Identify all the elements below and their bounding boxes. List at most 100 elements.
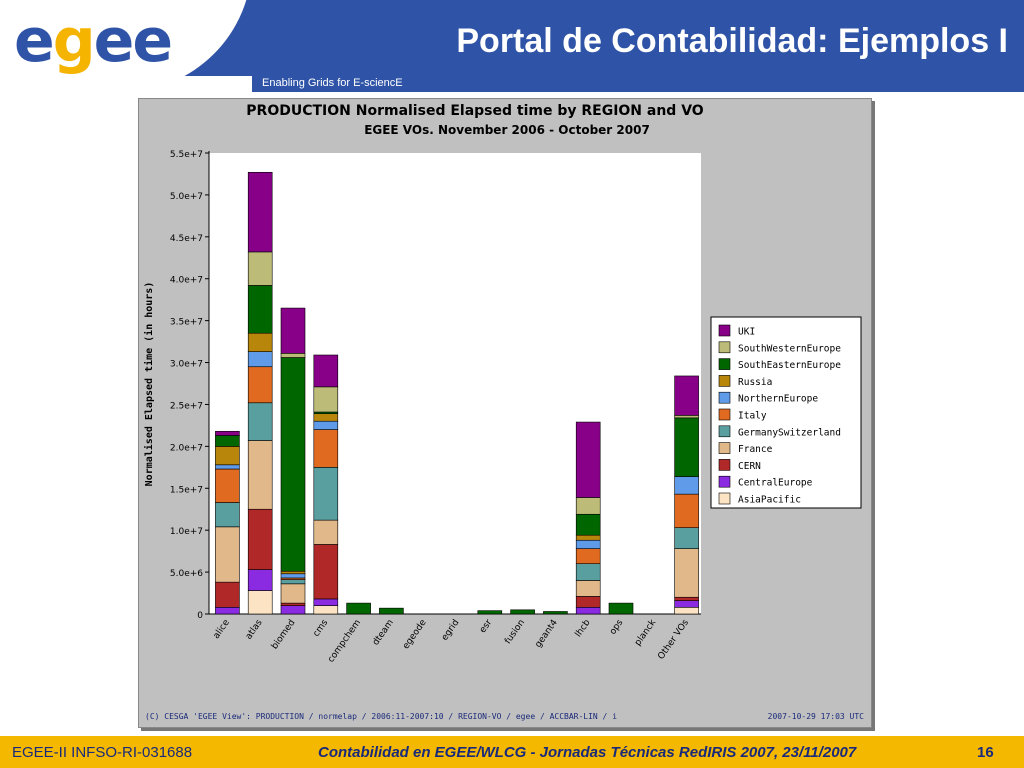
bar-segment xyxy=(674,476,699,495)
bar-segment xyxy=(674,596,699,601)
bar-segment xyxy=(215,581,240,608)
bar-segment xyxy=(674,417,699,477)
bar-segment xyxy=(215,430,240,436)
legend-label: GermanySwitzerland xyxy=(738,427,841,438)
bar-segment xyxy=(674,600,699,608)
bar-segment xyxy=(247,285,273,334)
logo-letter-g: g xyxy=(52,6,96,76)
bar-segment xyxy=(247,508,273,570)
chart-frame: PRODUCTION Normalised Elapsed time by RE… xyxy=(138,98,872,728)
bar-segment xyxy=(247,171,273,253)
subtitle-band xyxy=(252,76,1024,92)
bar-segment xyxy=(215,464,240,470)
y-tick-label: 3.0e+7 xyxy=(170,360,203,370)
bar-segment xyxy=(674,375,699,416)
legend-label: France xyxy=(738,444,773,455)
legend-swatch xyxy=(718,425,731,438)
bar-segment xyxy=(313,413,339,422)
bar-segment xyxy=(247,440,273,510)
bar-segment xyxy=(313,598,339,606)
x-tick-label: fusion xyxy=(503,618,527,646)
slide-footer: EGEE-II INFSO-RI-031688 Contabilidad en … xyxy=(0,736,1024,768)
x-tick-label: dteam xyxy=(371,618,396,648)
x-tick-label: egrid xyxy=(440,618,461,643)
y-tick-label: 2.0e+7 xyxy=(170,443,203,453)
slide-title: Portal de Contabilidad: Ejemplos I xyxy=(456,22,1008,60)
bar-segment xyxy=(280,570,306,575)
y-tick-label: 5.0e+7 xyxy=(170,192,203,202)
footer-project-id: EGEE-II INFSO-RI-031688 xyxy=(12,744,193,761)
x-tick-label: egeode xyxy=(401,618,429,652)
bar-segment xyxy=(575,563,601,581)
chart-title: PRODUCTION Normalised Elapsed time by RE… xyxy=(246,103,704,119)
legend-swatch xyxy=(718,442,731,454)
bar-segment xyxy=(674,606,699,615)
legend-label: SouthEasternEurope xyxy=(738,360,841,371)
bar-segment xyxy=(346,602,371,615)
bar-segment xyxy=(215,468,240,503)
legend-swatch xyxy=(718,391,731,404)
legend-swatch xyxy=(718,324,731,337)
legend-swatch xyxy=(718,475,731,488)
legend-label: AsiaPacific xyxy=(738,495,801,506)
bar-segment xyxy=(674,493,699,528)
legend-swatch xyxy=(718,459,731,471)
legend-label: Italy xyxy=(738,411,767,422)
bar-segment xyxy=(247,366,273,404)
bar-segment xyxy=(575,421,601,498)
legend-swatch xyxy=(718,492,731,505)
x-tick-label: compchem xyxy=(326,618,363,665)
bar-segment xyxy=(674,415,699,419)
bar-segment xyxy=(247,402,273,441)
bar-segment xyxy=(575,534,601,541)
bar-segment xyxy=(215,446,240,466)
bar-segment xyxy=(313,467,339,521)
y-tick-label: 1.0e+7 xyxy=(170,527,203,537)
legend-label: Russia xyxy=(738,377,772,388)
x-tick-label: lhcb xyxy=(574,618,593,639)
bar-segment xyxy=(608,602,634,615)
legend-swatch xyxy=(718,341,731,354)
bar-segment xyxy=(280,573,306,579)
logo-letters-ee: ee xyxy=(93,6,173,76)
bar-segment xyxy=(674,527,699,549)
bar-segment xyxy=(575,596,601,608)
stacked-bar-chart: PRODUCTION Normalised Elapsed time by RE… xyxy=(143,103,865,721)
y-tick-label: 3.5e+7 xyxy=(170,318,203,328)
bar-segment xyxy=(313,605,339,615)
bar-segment xyxy=(674,548,699,598)
y-tick-label: 4.5e+7 xyxy=(170,234,203,244)
legend-swatch xyxy=(718,408,731,421)
bar-segment xyxy=(510,609,535,615)
y-tick-label: 2.5e+7 xyxy=(170,401,203,411)
bar-segment xyxy=(280,579,306,585)
x-tick-label: planck xyxy=(633,617,659,648)
y-tick-label: 5.5e+7 xyxy=(170,150,203,160)
bar-segment xyxy=(280,605,306,615)
x-tick-label: geant4 xyxy=(533,618,560,650)
bar-segment xyxy=(477,610,503,615)
chart-footer-timestamp: 2007-10-29 17:03 UTC xyxy=(768,712,865,721)
legend-label: NorthernEurope xyxy=(738,394,818,405)
bar-segment xyxy=(215,606,240,615)
bar-segment xyxy=(575,497,601,515)
bar-segment xyxy=(575,606,601,615)
legend-box xyxy=(710,316,862,509)
legend-swatch xyxy=(718,375,731,387)
bar-segment xyxy=(313,519,339,545)
bar-segment xyxy=(215,526,240,583)
egee-logo: egee xyxy=(14,6,173,76)
bar-segment xyxy=(247,251,273,286)
page-number: 16 xyxy=(977,744,994,761)
chart-subtitle: EGEE VOs. November 2006 - October 2007 xyxy=(364,123,650,137)
x-tick-label: cms xyxy=(312,618,331,639)
bar-segment xyxy=(575,580,601,597)
bar-segment xyxy=(313,429,339,468)
y-tick-label: 5.0e+6 xyxy=(170,569,203,579)
x-tick-label: Other VOs xyxy=(656,618,691,662)
x-tick-label: esr xyxy=(478,618,494,635)
legend-label: CERN xyxy=(738,461,761,472)
y-tick-label: 0 xyxy=(197,611,203,621)
legend-label: UKI xyxy=(738,327,755,338)
bar-segment xyxy=(313,420,339,430)
